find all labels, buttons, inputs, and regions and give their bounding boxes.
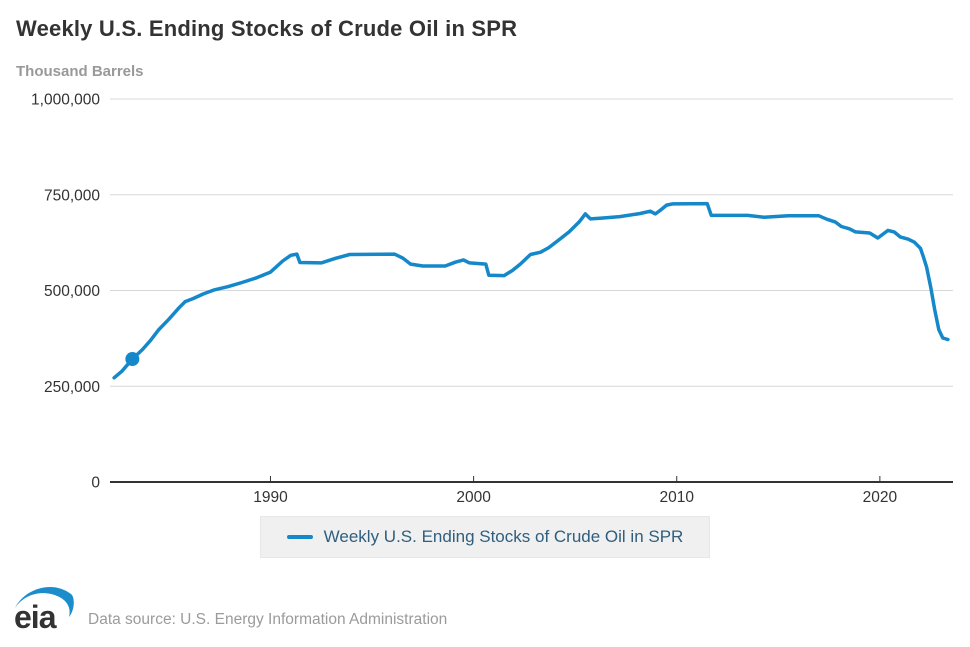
y-axis-label: 250,000 (44, 379, 100, 396)
spr-stocks-line (112, 201, 950, 380)
highlight-point-marker[interactable] (125, 352, 140, 367)
y-axis-label: 500,000 (44, 283, 100, 300)
y-axis-units-label: Thousand Barrels (16, 63, 144, 80)
x-axis-label: 2010 (659, 489, 694, 506)
legend: Weekly U.S. Ending Stocks of Crude Oil i… (0, 516, 970, 558)
chart-title: Weekly U.S. Ending Stocks of Crude Oil i… (16, 16, 518, 41)
x-axis-label: 2000 (456, 489, 491, 506)
eia-logo-text: eia (14, 599, 57, 635)
legend-item-label: Weekly U.S. Ending Stocks of Crude Oil i… (323, 527, 684, 546)
plot-area: 0 250,000 500,000 750,000 1,000,000 1990 2000 2… (31, 92, 953, 506)
data-source-text: Data source: U.S. Energy Information Adm… (88, 611, 448, 628)
chart-footer: eia Data source: U.S. Energy Information… (0, 578, 970, 638)
y-axis-label: 750,000 (44, 187, 100, 204)
x-axis-label: 1990 (253, 489, 288, 506)
eia-logo: eia (14, 586, 74, 635)
legend-item-spr-stocks[interactable]: Weekly U.S. Ending Stocks of Crude Oil i… (259, 516, 711, 558)
y-axis-label: 0 (91, 475, 100, 492)
eia-logo-swoosh-icon (15, 586, 74, 617)
x-axis-label: 2020 (863, 489, 898, 506)
legend-line-swatch (286, 535, 313, 539)
y-axis-label: 1,000,000 (31, 92, 100, 109)
